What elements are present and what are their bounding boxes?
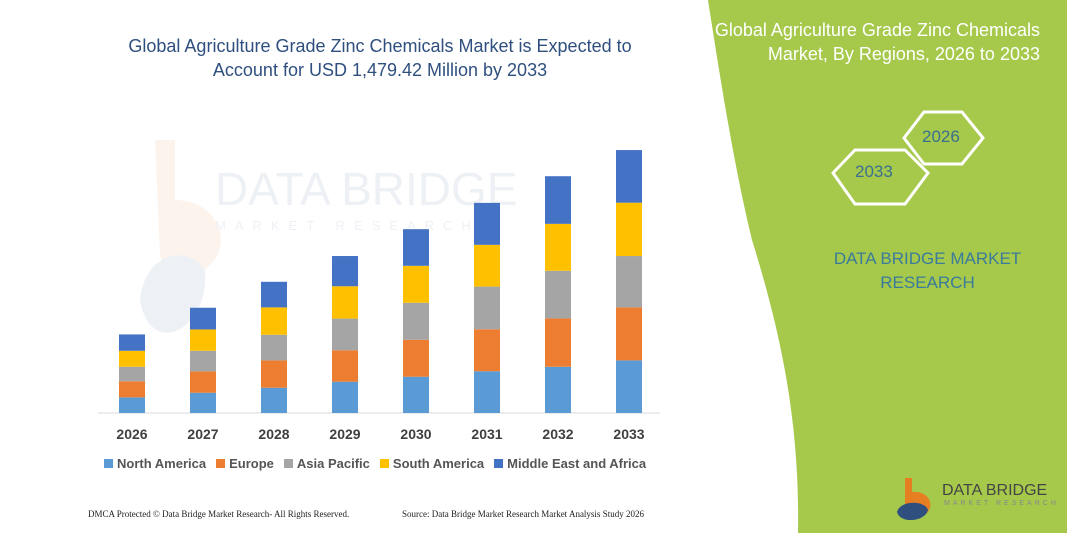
bar-segment-2030-south-america [403,265,429,303]
bar-segment-2029-middle-east-and-africa [332,256,358,287]
legend-swatch [379,459,389,468]
bar-segment-2029-asia-pacific [332,318,358,351]
svg-text:DATA BRIDGE: DATA BRIDGE [215,163,517,215]
bar-segment-2027-middle-east-and-africa [190,307,216,330]
legend-item: Europe [216,456,274,471]
brand-text: DATA BRIDGE MARKET RESEARCH [833,249,1022,292]
x-tick-label: 2029 [329,426,360,442]
bar-segment-2033-asia-pacific [616,256,642,308]
hex-label-end: 2033 [855,162,893,181]
bar-segment-2030-europe [403,339,429,377]
svg-text:MARKET RESEARCH: MARKET RESEARCH [215,218,480,233]
bar-segment-2028-south-america [261,307,287,335]
bar-segment-2027-north-america [190,392,216,413]
bar-segment-2028-europe [261,360,287,388]
bar-segment-2033-south-america [616,202,642,257]
chart-title: Global Agriculture Grade Zinc Chemicals … [128,36,632,80]
legend-item: North America [104,456,206,471]
bar-segment-2029-europe [332,350,358,382]
bar-segment-2031-north-america [474,371,500,413]
x-tick-label: 2033 [613,426,644,442]
bar-segment-2030-middle-east-and-africa [403,229,429,266]
legend-label: Europe [229,456,274,471]
legend-label: South America [392,456,485,471]
logo-sub: MARKET RESEARCH [944,500,1059,507]
bar-segment-2026-north-america [119,397,145,413]
x-tick-labels: 2026 2027 2028 2029 2030 2031 2032 2033 [116,426,644,442]
legend-item: South America [379,456,485,471]
bars [119,150,642,413]
bar-segment-2026-asia-pacific [119,366,145,382]
legend-swatch [216,459,226,468]
x-tick-label: 2028 [258,426,289,442]
bar-segment-2032-south-america [545,223,571,271]
watermark-logo: DATA BRIDGE MARKET RESEARCH [140,140,517,333]
x-tick-label: 2032 [542,426,573,442]
bar-segment-2026-south-america [119,350,145,367]
legend-label: Middle East and Africa [507,456,647,471]
legend-item: Asia Pacific [283,456,370,471]
x-tick-label: 2031 [471,426,502,442]
bar-segment-2032-europe [545,318,571,367]
bar-segment-2027-asia-pacific [190,350,216,372]
footer-source: Source: Data Bridge Market Research Mark… [402,509,644,519]
legend-label: Asia Pacific [296,456,370,471]
bar-segment-2033-middle-east-and-africa [616,150,642,203]
bar-segment-2033-europe [616,307,642,361]
legend-item: Middle East and Africa [494,456,646,471]
bar-segment-2030-north-america [403,376,429,413]
bar-segment-2030-asia-pacific [403,302,429,340]
bar-segment-2026-middle-east-and-africa [119,334,145,351]
hex-label-start: 2026 [922,127,960,146]
bar-segment-2029-north-america [332,381,358,413]
hexagon-2026 [902,110,985,166]
bar-segment-2031-asia-pacific [474,286,500,330]
legend-swatch [494,459,504,468]
bottom-logo [897,478,931,521]
x-tick-label: 2030 [400,426,431,442]
bar-segment-2028-asia-pacific [261,334,287,361]
bar-segment-2032-middle-east-and-africa [545,176,571,224]
bar-segment-2027-europe [190,371,216,393]
footer-copyright: DMCA Protected © Data Bridge Market Rese… [88,509,350,519]
x-tick-label: 2027 [187,426,218,442]
bar-segment-2032-asia-pacific [545,270,571,319]
logo-name: DATA BRIDGE [942,482,1048,499]
legend: North America Europe Asia Pacific South Ame… [104,456,646,471]
legend-swatch [104,459,113,468]
bar-segment-2027-south-america [190,329,216,351]
hexagon-2033 [831,148,930,206]
bar-segment-2028-middle-east-and-africa [261,281,287,308]
bar-segment-2031-middle-east-and-africa [474,202,500,245]
side-panel-title: Global Agriculture Grade Zinc Chemicals … [714,20,1040,64]
bar-segment-2031-south-america [474,244,500,287]
legend-label: North America [117,456,207,471]
legend-swatch [283,459,293,468]
bar-segment-2028-north-america [261,387,287,413]
x-tick-label: 2026 [116,426,147,442]
bar-segment-2026-europe [119,381,145,398]
bar-segment-2033-north-america [616,360,642,413]
bar-segment-2031-europe [474,329,500,372]
bar-segment-2032-north-america [545,366,571,413]
bar-segment-2029-south-america [332,286,358,319]
